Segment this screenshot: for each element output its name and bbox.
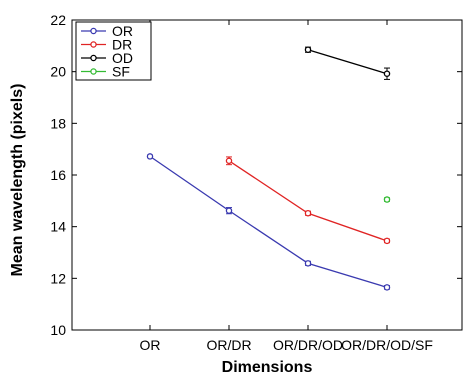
- series-line: [307, 49, 388, 75]
- data-point: [146, 153, 154, 160]
- data-point: [383, 237, 391, 245]
- x-tick-label: OR/DR/OD/SF: [341, 337, 433, 353]
- legend-marker: [90, 27, 97, 35]
- legend-box: [75, 21, 152, 81]
- x-axis-label: Dimensions: [222, 359, 313, 376]
- y-tick-label: 14: [50, 219, 66, 235]
- series-line: [228, 160, 388, 242]
- series-line: [149, 155, 388, 288]
- y-tick-label: 18: [50, 115, 66, 131]
- legend-label: DR: [112, 37, 132, 53]
- legend-marker: [90, 41, 97, 48]
- y-tick-label: 20: [50, 64, 66, 80]
- plot-area: 10 12 14 16 18 20 22 OR OR/DR OR/DR/ODOR/DR/OD/S…: [50, 12, 463, 353]
- y-tick-label: 16: [50, 167, 66, 183]
- series-od: [304, 46, 391, 80]
- y-tick-label: 12: [50, 270, 66, 286]
- y-tick-label: 22: [50, 12, 66, 28]
- x-tick-label: OR: [140, 337, 161, 353]
- y-axis: 10 12 14 16 18 20 22: [50, 12, 462, 338]
- series-sf: [383, 196, 391, 203]
- data-point: [225, 207, 233, 214]
- series-or: [146, 153, 391, 291]
- data-point: [225, 157, 233, 165]
- data-point: [304, 260, 312, 267]
- x-tick-label: OR/DR: [206, 337, 251, 353]
- legend-label: OD: [112, 50, 133, 66]
- legend-label: SF: [112, 64, 130, 80]
- legend-label: OR: [112, 23, 133, 39]
- data-point: [383, 196, 391, 203]
- series-layer: [146, 46, 391, 291]
- series-dr: [225, 156, 391, 245]
- y-tick-label: 10: [50, 322, 66, 338]
- y-axis-label: Mean wavelength (pixels): [9, 84, 26, 277]
- data-point: [383, 70, 391, 77]
- data-point: [304, 209, 312, 217]
- legend-marker: [90, 54, 97, 62]
- x-tick-label: OR/DR/OD: [273, 337, 343, 353]
- data-point: [304, 46, 312, 53]
- data-point: [383, 284, 391, 291]
- legend-marker: [90, 68, 97, 75]
